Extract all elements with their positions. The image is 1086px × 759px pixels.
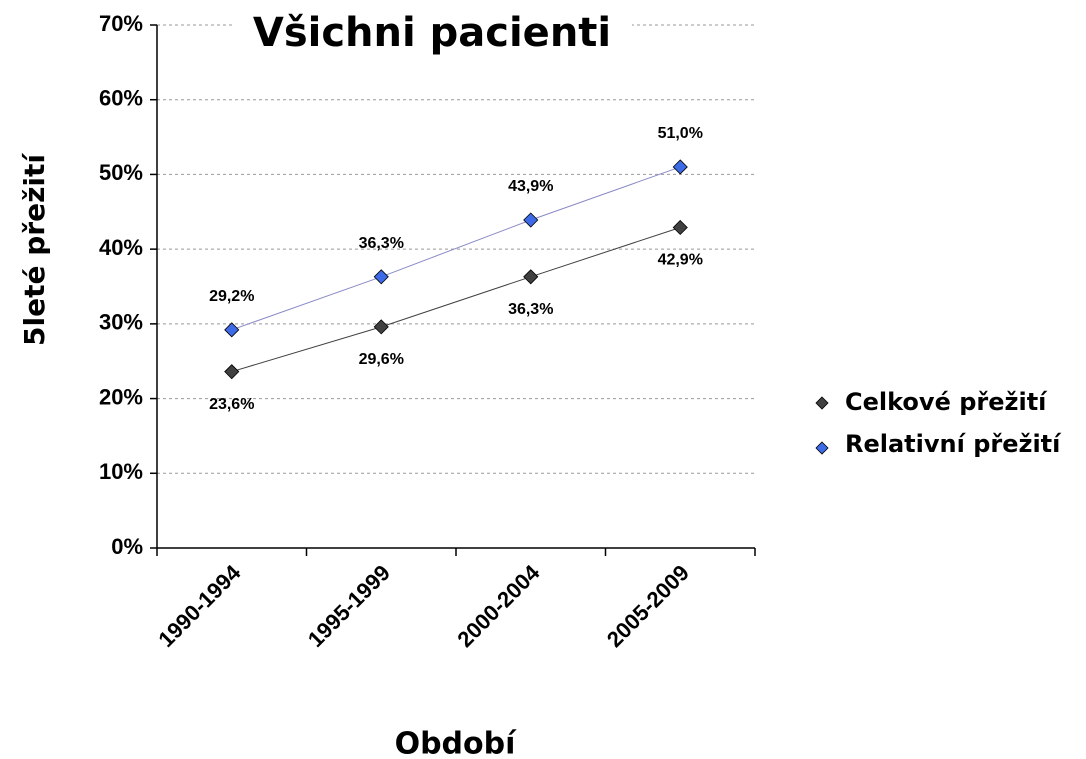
point-marker <box>373 319 389 335</box>
x-axis-label: Období <box>395 727 518 759</box>
point-marker <box>224 364 240 380</box>
y-axis-label: 5leté přežití <box>18 153 51 346</box>
point-marker <box>523 269 539 285</box>
y-tick-label: 70% <box>99 11 143 36</box>
point-marker <box>523 212 539 228</box>
y-tick-label: 50% <box>99 160 143 185</box>
data-label: 43,9% <box>508 178 553 195</box>
point-marker <box>672 219 688 236</box>
chart-title: Všichni pacienti <box>253 10 611 56</box>
y-tick-label: 60% <box>99 86 143 111</box>
y-tick-label: 40% <box>99 235 143 260</box>
data-label: 51,0% <box>658 125 703 142</box>
point-marker <box>224 322 240 338</box>
series-line <box>231 166 681 331</box>
data-label: 42,9% <box>658 252 703 269</box>
data-label: 36,3% <box>359 235 404 252</box>
legend-marker <box>815 441 829 455</box>
x-tick-label: 1995-1999 <box>303 560 395 652</box>
legend-marker <box>815 396 829 410</box>
y-tick-label: 10% <box>99 459 143 484</box>
data-label: 29,6% <box>359 351 404 368</box>
series-line <box>231 227 681 373</box>
data-label: 23,6% <box>209 396 254 413</box>
point-marker <box>672 159 688 175</box>
grid <box>157 24 755 474</box>
y-tick-label: 30% <box>99 310 143 335</box>
y-tick-label: 0% <box>111 534 143 559</box>
x-tick-label: 1990-1994 <box>153 559 246 652</box>
x-axis-ticks <box>156 548 756 556</box>
legend-label: Relativní přežití <box>845 430 1062 458</box>
y-tick-label: 20% <box>99 384 143 409</box>
legend-label: Celkové přežití <box>845 388 1048 416</box>
point-marker <box>373 269 389 285</box>
data-label: 36,3% <box>508 301 553 318</box>
x-tick-label: 2005-2009 <box>602 560 694 652</box>
title-background <box>232 8 632 60</box>
data-label: 29,2% <box>209 288 254 305</box>
x-tick-label: 2000-2004 <box>452 559 545 652</box>
